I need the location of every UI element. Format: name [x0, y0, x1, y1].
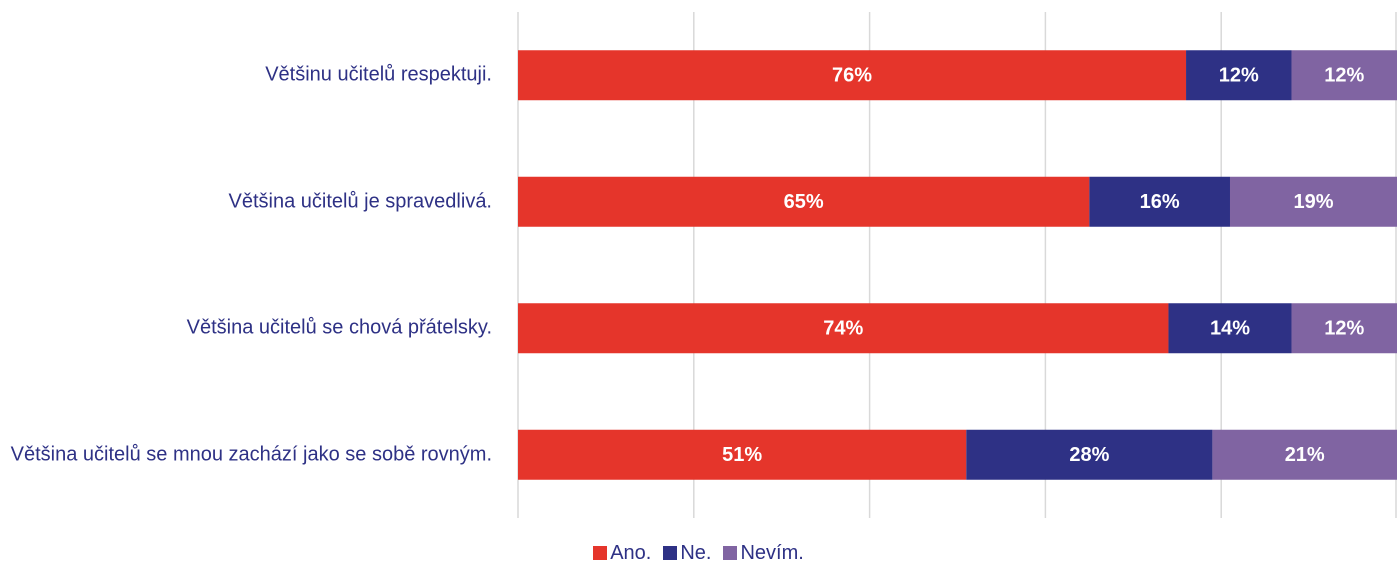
value-label: 76% [832, 65, 872, 87]
bar-segment [518, 176, 1090, 227]
value-label: 12% [1324, 65, 1364, 87]
bar-segment [1089, 176, 1230, 227]
bar-segment [518, 303, 1169, 354]
value-label: 12% [1219, 65, 1259, 87]
legend-item: Ne. [663, 542, 711, 564]
category-label: Většinu učitelů respektuji. [265, 63, 492, 86]
value-label: 16% [1140, 191, 1180, 213]
bar-segment [1186, 50, 1292, 101]
category-label: Většina učitelů je spravedlivá. [228, 190, 492, 213]
value-label: 21% [1285, 444, 1325, 466]
bar-segment [966, 429, 1213, 480]
bar-segment [518, 50, 1187, 101]
value-label: 12% [1324, 318, 1364, 340]
value-label: 19% [1293, 191, 1333, 213]
bar-segment [1168, 303, 1292, 354]
bar-segment [1229, 176, 1397, 227]
bar-segment [1291, 50, 1397, 101]
value-label: 51% [722, 444, 762, 466]
legend-item: Nevím. [723, 542, 804, 564]
value-label: 74% [823, 318, 863, 340]
legend-label: Ano. [610, 542, 652, 564]
legend-swatch [593, 546, 608, 560]
category-label: Většina učitelů se chová přátelsky. [186, 316, 492, 339]
bar-segment [518, 429, 967, 480]
bar-segment [1212, 429, 1397, 480]
legend-item: Ano. [593, 542, 651, 564]
legend-label: Ne. [680, 542, 712, 564]
bar-segment [1291, 303, 1397, 354]
value-label: 14% [1210, 318, 1250, 340]
legend-swatch [723, 546, 738, 560]
value-label: 28% [1069, 444, 1109, 466]
value-label: 65% [784, 191, 824, 213]
category-label: Většina učitelů se mnou zachází jako se … [10, 443, 492, 466]
legend-label: Nevím. [740, 542, 804, 564]
legend: Ano. Ne. Nevím. [0, 542, 1397, 565]
legend-swatch [663, 546, 678, 560]
